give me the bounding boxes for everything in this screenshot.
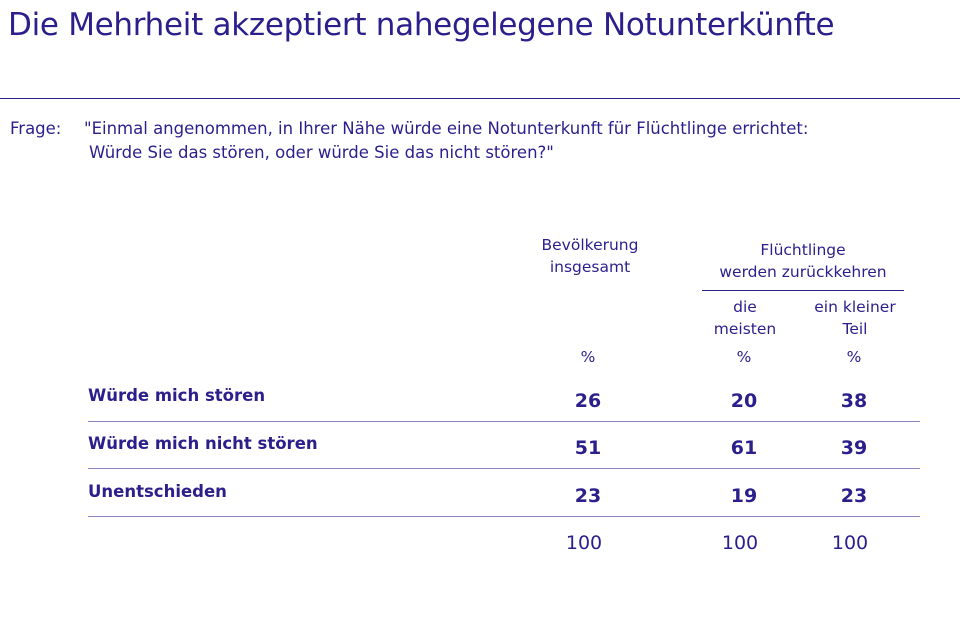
row-label: Würde mich stören — [88, 386, 266, 405]
question-line-2: Würde Sie das stören, oder würde Sie das… — [89, 143, 554, 162]
table-cell: 51 — [574, 437, 602, 459]
table-cell: 20 — [730, 390, 758, 412]
unit-label: % — [846, 348, 862, 366]
column-header-line: Bevölkerung — [541, 236, 639, 254]
page-title: Die Mehrheit akzeptiert nahegelegene Not… — [8, 7, 835, 43]
question-line-1: "Einmal angenommen, in Ihrer Nähe würde … — [84, 119, 809, 138]
table-cell: 38 — [840, 390, 868, 412]
row-label: Würde mich nicht stören — [88, 434, 318, 453]
row-divider — [88, 516, 920, 517]
column-header-line: die — [733, 298, 757, 316]
title-divider — [0, 98, 960, 99]
column-group-divider — [702, 290, 904, 291]
column-header-kleiner-teil: ein kleiner Teil — [800, 296, 910, 340]
column-header-line: Teil — [842, 320, 868, 338]
column-header-line: insgesamt — [549, 258, 631, 276]
unit-label: % — [736, 348, 752, 366]
column-header-die-meisten: die meisten — [700, 296, 790, 340]
column-group-header: Flüchtlinge werden zurückkehren — [690, 239, 916, 283]
column-header-line: ein kleiner — [814, 298, 896, 316]
table-cell: 19 — [730, 485, 758, 507]
column-header-line: Flüchtlinge — [760, 241, 846, 259]
row-divider — [88, 421, 920, 422]
row-divider — [88, 468, 920, 469]
column-header-line: meisten — [713, 320, 777, 338]
question-label: Frage: — [10, 119, 62, 138]
column-header-line: werden zurückkehren — [719, 263, 887, 281]
total-value: 100 — [565, 532, 603, 554]
table-cell: 26 — [574, 390, 602, 412]
total-value: 100 — [831, 532, 869, 554]
row-label: Unentschieden — [88, 482, 227, 501]
question-text: "Einmal angenommen, in Ihrer Nähe würde … — [84, 117, 954, 165]
table-cell: 23 — [574, 485, 602, 507]
total-value: 100 — [721, 532, 759, 554]
table-cell: 39 — [840, 437, 868, 459]
table-cell: 61 — [730, 437, 758, 459]
table-cell: 23 — [840, 485, 868, 507]
unit-label: % — [580, 348, 596, 366]
column-header-bevoelkerung: Bevölkerung insgesamt — [520, 234, 660, 278]
